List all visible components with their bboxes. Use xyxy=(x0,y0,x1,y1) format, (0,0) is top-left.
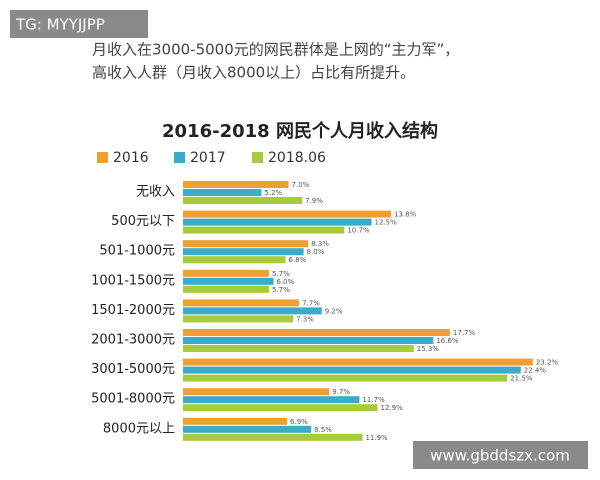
category-label: 8000元以上 xyxy=(103,421,175,436)
legend-swatch xyxy=(252,152,263,163)
value-label: 13.8% xyxy=(394,211,417,219)
bar xyxy=(183,396,360,404)
intro-line: 月收入在3000-5000元的网民群体是上网的“主力军”， xyxy=(92,41,459,59)
value-label: 22.4% xyxy=(524,367,547,375)
bar xyxy=(183,218,372,226)
chart-title: 2016-2018 网民个人月收入结构 xyxy=(162,120,438,142)
tag-box xyxy=(10,10,148,38)
bar xyxy=(183,248,304,256)
bar xyxy=(183,433,363,441)
bar xyxy=(183,345,414,352)
bar xyxy=(183,240,309,248)
bar xyxy=(183,226,345,234)
category-label: 无收入 xyxy=(136,185,175,200)
value-label: 21.5% xyxy=(510,375,533,383)
bar xyxy=(183,277,274,285)
value-label: 5.2% xyxy=(264,189,282,197)
bar xyxy=(183,404,378,412)
value-label: 23.2% xyxy=(536,359,559,367)
legend-label: 2017 xyxy=(190,150,226,166)
value-label: 10.7% xyxy=(347,227,370,235)
category-label: 500元以下 xyxy=(111,214,175,229)
legend-swatch xyxy=(174,152,185,163)
value-label: 12.5% xyxy=(375,219,398,227)
bar xyxy=(183,337,434,344)
legend-label: 2018.06 xyxy=(268,150,326,166)
value-label: 16.6% xyxy=(436,337,459,345)
category-label: 1501-2000元 xyxy=(91,303,175,318)
legend-swatch xyxy=(97,152,108,163)
bar xyxy=(183,307,322,315)
value-label: 11.7% xyxy=(362,396,385,404)
bar xyxy=(183,417,288,425)
value-label: 6.0% xyxy=(276,278,294,286)
value-label: 9.2% xyxy=(325,307,343,315)
value-label: 17.7% xyxy=(453,329,476,337)
value-label: 7.7% xyxy=(302,299,320,307)
value-label: 9.7% xyxy=(332,388,350,396)
value-label: 12.9% xyxy=(381,404,404,412)
category-label: 501-1000元 xyxy=(99,244,175,259)
value-label: 7.9% xyxy=(305,197,323,205)
bar xyxy=(183,256,286,264)
bar xyxy=(183,425,312,433)
site-text: www.gbddszx.com xyxy=(430,447,570,465)
bar xyxy=(183,210,392,218)
category-label: 5001-8000元 xyxy=(91,392,175,407)
site-box xyxy=(413,441,588,469)
category-label: 2001-3000元 xyxy=(91,333,175,348)
value-label: 8.0% xyxy=(307,248,325,256)
value-label: 15.3% xyxy=(417,345,440,353)
bar xyxy=(183,197,303,204)
category-label: 3001-5000元 xyxy=(91,362,175,377)
value-label: 7.3% xyxy=(296,315,314,323)
value-label: 5.7% xyxy=(272,286,290,294)
value-label: 5.7% xyxy=(272,270,290,278)
value-label: 8.3% xyxy=(311,240,329,248)
value-label: 7.0% xyxy=(292,181,310,189)
bar xyxy=(183,358,533,366)
value-label: 8.5% xyxy=(314,426,332,434)
bar xyxy=(183,329,450,336)
bar xyxy=(183,269,269,277)
bar xyxy=(183,366,521,374)
category-label: 1001-1500元 xyxy=(91,273,175,288)
value-label: 6.9% xyxy=(290,418,308,426)
bar xyxy=(183,388,330,396)
value-label: 11.9% xyxy=(365,434,388,442)
bar xyxy=(183,315,294,323)
bar xyxy=(183,285,269,293)
bar xyxy=(183,189,262,196)
value-label: 6.8% xyxy=(289,256,307,264)
legend-label: 2016 xyxy=(113,150,149,166)
bar xyxy=(183,374,508,382)
intro-line: 高收入人群（月收入8000以上）占比有所提升。 xyxy=(92,64,415,82)
bar xyxy=(183,299,300,307)
plot: 2016 2017 2018.06 无收入 7.0% 5.2% 7.9% 500元以下 13.8… xyxy=(91,150,558,442)
bar xyxy=(183,181,289,188)
tag-text: TG: MYYJJPP xyxy=(15,16,105,34)
